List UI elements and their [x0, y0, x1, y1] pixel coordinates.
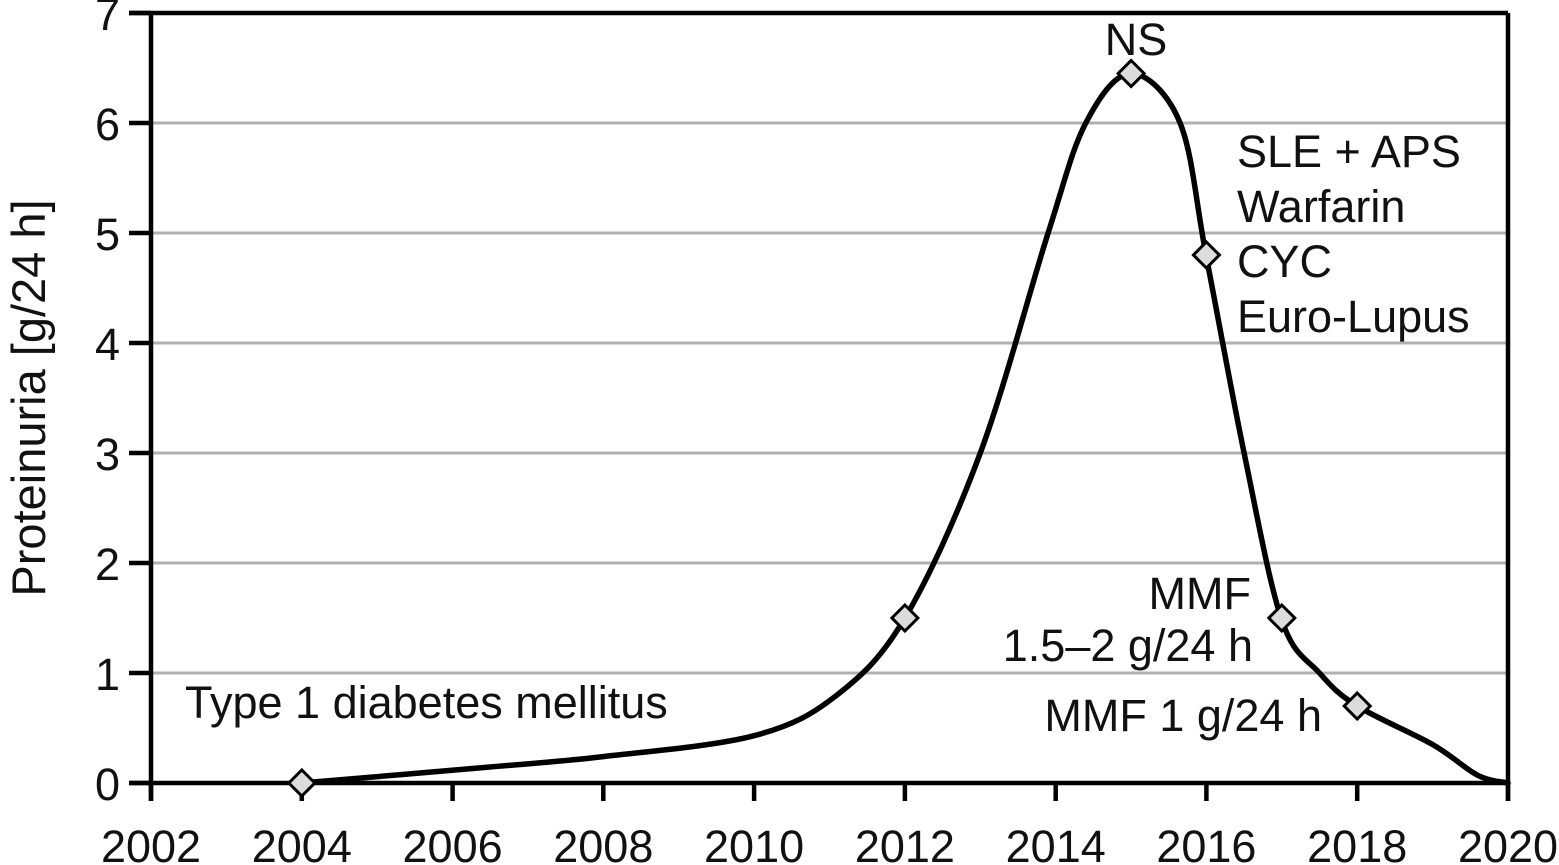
x-tick-labels: 2002 2004 2006 2008 2010 2012 2014 2016 2018 2020: [101, 821, 1558, 865]
annotation-treatment-line-3: CYC: [1237, 236, 1332, 287]
marker-2015: [1115, 58, 1147, 89]
data-markers: [286, 58, 1373, 799]
x-tick-label-2002: 2002: [101, 821, 201, 865]
y-tick-label-4: 4: [95, 319, 120, 370]
y-tick-label-6: 6: [95, 99, 120, 150]
y-tick-label-0: 0: [95, 759, 120, 810]
y-tick-label-1: 1: [95, 649, 120, 700]
y-ticks: [129, 10, 151, 786]
x-tick-label-2018: 2018: [1307, 821, 1407, 865]
y-tick-label-3: 3: [95, 429, 120, 480]
y-tick-labels: 0 1 2 3 4 5 6 7: [95, 0, 120, 810]
annotation-treatment-line-1: SLE + APS: [1237, 126, 1461, 177]
marker-2004: [286, 767, 317, 799]
annotation-mmf-high-line-1: MMF: [1149, 568, 1251, 619]
annotation-peak-ns: NS: [1105, 14, 1168, 65]
x-tick-label-2004: 2004: [252, 821, 352, 865]
marker-2017: [1266, 602, 1297, 634]
x-tick-label-2014: 2014: [1006, 821, 1106, 865]
marker-2012: [889, 602, 921, 634]
y-tick-label-2: 2: [95, 539, 120, 590]
annotation-mmf-low: MMF 1 g/24 h: [1044, 690, 1322, 741]
x-tick-label-2020: 2020: [1458, 821, 1558, 865]
y-axis-title: Proteinuria [g/24 h]: [2, 199, 55, 596]
annotation-diagnosis: Type 1 diabetes mellitus: [185, 677, 668, 728]
x-ticks: [148, 783, 1511, 801]
x-tick-label-2010: 2010: [704, 821, 804, 865]
annotation-treatment-line-4: Euro-Lupus: [1237, 291, 1470, 342]
gridlines: [153, 121, 1506, 675]
marker-2018: [1342, 690, 1373, 722]
x-tick-label-2006: 2006: [403, 821, 503, 865]
annotation-treatment-line-2: Warfarin: [1237, 181, 1405, 232]
x-tick-label-2008: 2008: [553, 821, 653, 865]
marker-2016: [1191, 239, 1222, 271]
y-tick-label-7: 7: [95, 0, 120, 40]
axis-frame: [129, 10, 1511, 801]
x-tick-label-2016: 2016: [1156, 821, 1256, 865]
y-tick-label-5: 5: [95, 209, 120, 260]
x-tick-label-2012: 2012: [855, 821, 955, 865]
annotation-mmf-high-line-2: 1.5–2 g/24 h: [1003, 620, 1253, 671]
proteinuria-curve: [299, 70, 1511, 786]
